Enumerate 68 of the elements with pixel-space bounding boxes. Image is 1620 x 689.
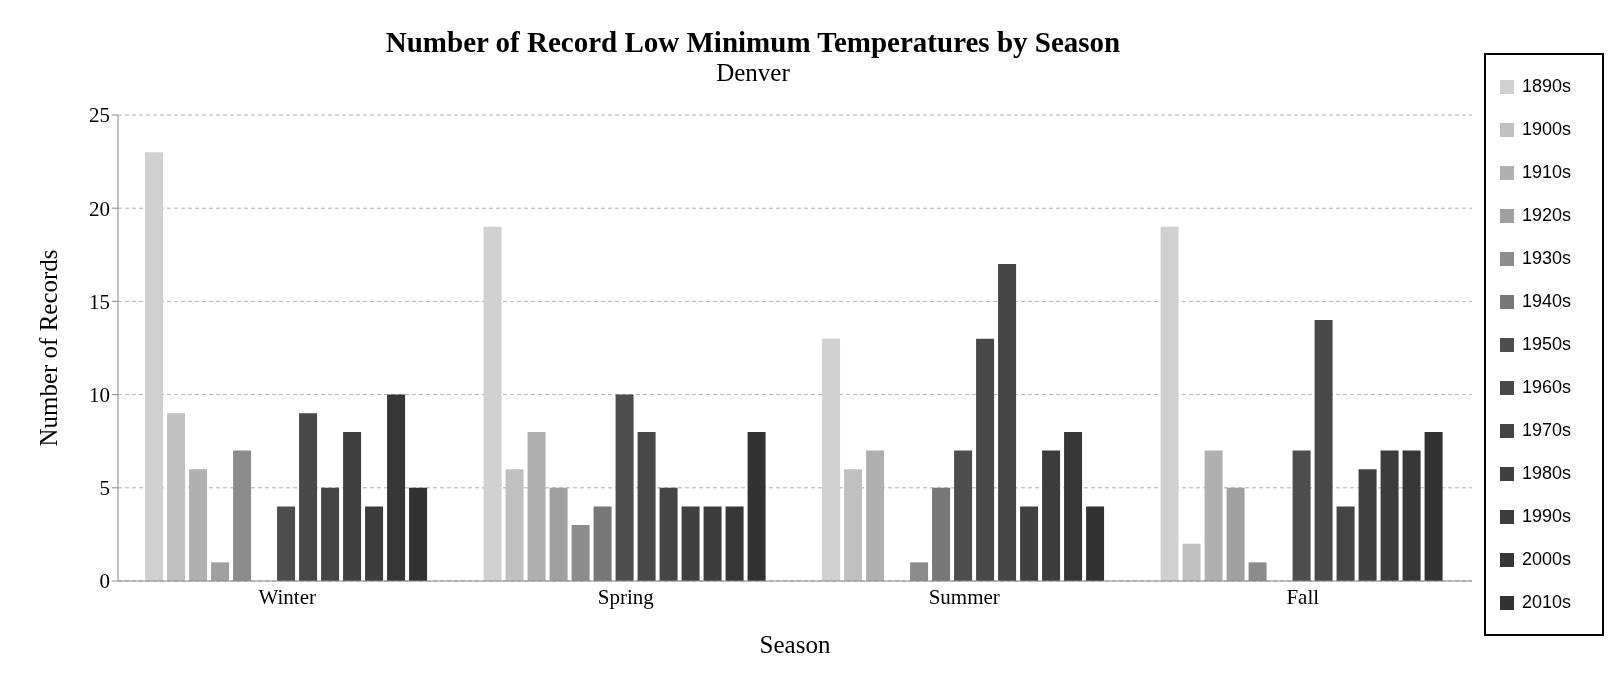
x-tick-label: Winter (258, 584, 316, 609)
bar (822, 338, 841, 581)
bar (1042, 450, 1061, 581)
bar (725, 506, 744, 581)
legend-label: 1890s (1522, 76, 1572, 97)
bar (1336, 506, 1355, 581)
bar (145, 152, 164, 581)
bar (211, 562, 230, 581)
legend-label: 1960s (1522, 377, 1572, 398)
chart-subtitle: Denver (715, 59, 791, 87)
y-tick-label: 10 (89, 383, 110, 408)
bar (659, 487, 678, 581)
bar (277, 506, 296, 581)
legend-label: 1930s (1522, 248, 1572, 269)
bar (593, 506, 612, 581)
chart-title: Number of Record Low Minimum Temperatures by Season (384, 26, 1122, 59)
bar (343, 431, 362, 581)
bar (932, 487, 951, 581)
bar (1292, 450, 1311, 581)
bar (365, 506, 384, 581)
legend-label: 1970s (1522, 420, 1572, 441)
bar (1424, 431, 1443, 581)
bar (1086, 506, 1105, 581)
legend-label: 1990s (1522, 506, 1572, 527)
x-tick-label: Summer (928, 584, 1000, 609)
bar (1020, 506, 1039, 581)
bar (615, 394, 634, 581)
bar (1402, 450, 1421, 581)
x-axis-title: Season (759, 631, 831, 658)
y-tick-label: 0 (99, 569, 110, 594)
x-tick-label: Fall (1286, 584, 1320, 609)
bar (1160, 226, 1179, 581)
bar (1226, 487, 1245, 581)
bar (1380, 450, 1399, 581)
bar (976, 338, 995, 581)
y-tick-label: 20 (89, 196, 110, 221)
legend-label: 1980s (1522, 463, 1572, 484)
bar (483, 226, 502, 581)
bar (1182, 543, 1201, 581)
bar (505, 469, 524, 581)
bar (1314, 320, 1333, 581)
bar (549, 487, 568, 581)
legend-label: 1920s (1522, 205, 1572, 226)
bar (681, 506, 700, 581)
bar (747, 431, 766, 581)
legend-label: 1900s (1522, 119, 1572, 140)
legend-label: 2000s (1522, 549, 1572, 570)
y-tick-label: 25 (89, 103, 110, 128)
bar (1358, 469, 1377, 581)
bar (409, 487, 428, 581)
legend-label: 1940s (1522, 291, 1572, 312)
legend-label: 1910s (1522, 162, 1572, 183)
bar (1064, 431, 1083, 581)
bar (321, 487, 340, 581)
bar (637, 431, 656, 581)
bar (844, 469, 863, 581)
y-tick-label: 15 (89, 289, 110, 314)
bar (167, 413, 186, 581)
x-tick-label: Spring (597, 584, 655, 609)
bar (387, 394, 406, 581)
y-axis-title: Number of Records (34, 249, 62, 447)
legend-label: 1950s (1522, 334, 1572, 355)
y-tick-label: 5 (99, 476, 110, 501)
bar (299, 413, 318, 581)
bar (998, 264, 1017, 581)
legend-label: 2010s (1522, 592, 1572, 613)
bar (954, 450, 973, 581)
bar (703, 506, 722, 581)
